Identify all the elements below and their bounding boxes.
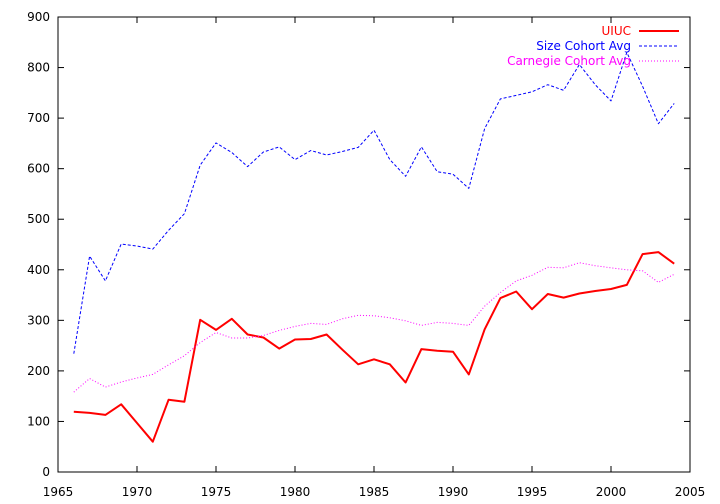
axes	[57, 16, 691, 473]
y-tick-label: 800	[27, 61, 50, 75]
x-tick-label: 1990	[438, 485, 469, 499]
x-tick-label: 2000	[596, 485, 627, 499]
series-line-uiuc	[73, 251, 675, 443]
x-tick-label: 1985	[359, 485, 390, 499]
series-line-carnegie-cohort-avg	[73, 262, 675, 393]
legend-label: Size Cohort Avg	[536, 39, 631, 53]
x-tick-label: 1995	[517, 485, 548, 499]
x-axis-ticks: 1965 1970 1975 1980 1985 1990 1995 2000 2005	[43, 17, 706, 499]
y-tick-label: 400	[27, 263, 50, 277]
y-tick-label: 900	[27, 10, 50, 24]
y-axis-ticks: 0 100 200 300 400 500 600 700 800 900	[27, 10, 690, 479]
x-tick-label: 1970	[122, 485, 153, 499]
legend-label: UIUC	[602, 24, 631, 38]
x-tick-label: 1980	[280, 485, 311, 499]
series-lines	[73, 51, 675, 443]
legend-label: Carnegie Cohort Avg	[507, 54, 631, 68]
plot-frame	[57, 16, 691, 473]
y-tick-label: 600	[27, 162, 50, 176]
x-tick-label: 1975	[201, 485, 232, 499]
y-tick-label: 700	[27, 111, 50, 125]
x-tick-label: 2005	[675, 485, 706, 499]
y-tick-label: 0	[42, 465, 50, 479]
y-tick-label: 500	[27, 212, 50, 226]
y-tick-label: 200	[27, 364, 50, 378]
x-tick-label: 1965	[43, 485, 74, 499]
y-tick-label: 300	[27, 313, 50, 327]
y-tick-label: 100	[27, 414, 50, 428]
series-line-size-cohort-avg	[73, 51, 675, 354]
